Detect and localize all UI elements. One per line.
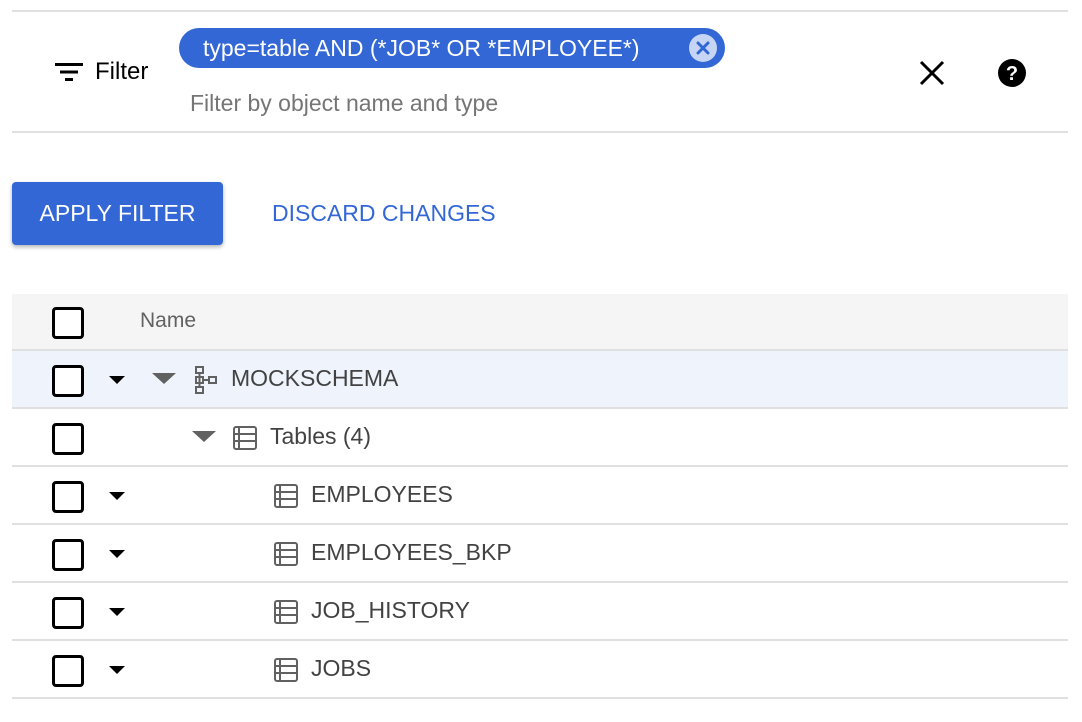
row-checkbox[interactable] xyxy=(52,365,84,397)
table-icon xyxy=(273,483,299,514)
row-checkbox[interactable] xyxy=(52,655,84,687)
clear-filter-button[interactable] xyxy=(915,56,949,90)
discard-changes-button[interactable]: DISCARD CHANGES xyxy=(272,200,496,226)
row-label: Tables (4) xyxy=(270,423,371,449)
row-label: JOB_HISTORY xyxy=(311,597,470,623)
table-row[interactable]: Tables (4) xyxy=(12,409,1068,467)
filter-icon xyxy=(55,63,83,81)
row-menu-caret-icon[interactable] xyxy=(109,376,125,384)
filter-label: Filter xyxy=(55,58,148,86)
help-icon: ? xyxy=(998,59,1026,87)
divider xyxy=(12,131,1068,133)
row-checkbox[interactable] xyxy=(52,597,84,629)
divider xyxy=(12,10,1068,12)
row-label: JOBS xyxy=(311,655,372,681)
table-folder-icon xyxy=(232,425,258,456)
object-table: Name MOCKSCHEMA Tables (4) EMPLOYEES EMPLOY… xyxy=(12,294,1068,699)
row-label: MOCKSCHEMA xyxy=(231,365,399,391)
table-row[interactable]: JOBS xyxy=(12,641,1068,699)
table-row[interactable]: EMPLOYEES xyxy=(12,467,1068,525)
filter-chip[interactable]: type=table AND (*JOB* OR *EMPLOYEE*) xyxy=(179,28,725,68)
table-header: Name xyxy=(12,294,1068,351)
table-row[interactable]: EMPLOYEES_BKP xyxy=(12,525,1068,583)
row-label: EMPLOYEES_BKP xyxy=(311,539,512,565)
row-menu-caret-icon[interactable] xyxy=(109,550,125,558)
expand-caret-icon[interactable] xyxy=(192,431,216,442)
help-button[interactable]: ? xyxy=(995,56,1029,90)
table-icon xyxy=(273,541,299,572)
table-icon xyxy=(273,599,299,630)
select-all-checkbox[interactable] xyxy=(52,307,84,339)
table-icon xyxy=(273,657,299,688)
table-row[interactable]: MOCKSCHEMA xyxy=(12,351,1068,409)
row-menu-caret-icon[interactable] xyxy=(109,492,125,500)
table-row[interactable]: JOB_HISTORY xyxy=(12,583,1068,641)
close-icon xyxy=(919,60,945,86)
row-checkbox[interactable] xyxy=(52,481,84,513)
row-menu-caret-icon[interactable] xyxy=(109,666,125,674)
apply-filter-button[interactable]: APPLY FILTER xyxy=(12,182,223,245)
row-checkbox[interactable] xyxy=(52,539,84,571)
row-checkbox[interactable] xyxy=(52,423,84,455)
row-label: EMPLOYEES xyxy=(311,481,453,507)
column-header-name[interactable]: Name xyxy=(140,309,197,332)
schema-icon xyxy=(194,366,218,399)
filter-input[interactable]: Filter by object name and type xyxy=(190,90,499,116)
svg-text:?: ? xyxy=(1006,63,1018,85)
filter-text: Filter xyxy=(95,58,149,85)
row-menu-caret-icon[interactable] xyxy=(109,608,125,616)
filter-chip-text: type=table AND (*JOB* OR *EMPLOYEE*) xyxy=(203,34,640,61)
expand-caret-icon[interactable] xyxy=(152,373,176,384)
chip-remove-icon[interactable] xyxy=(689,34,717,62)
